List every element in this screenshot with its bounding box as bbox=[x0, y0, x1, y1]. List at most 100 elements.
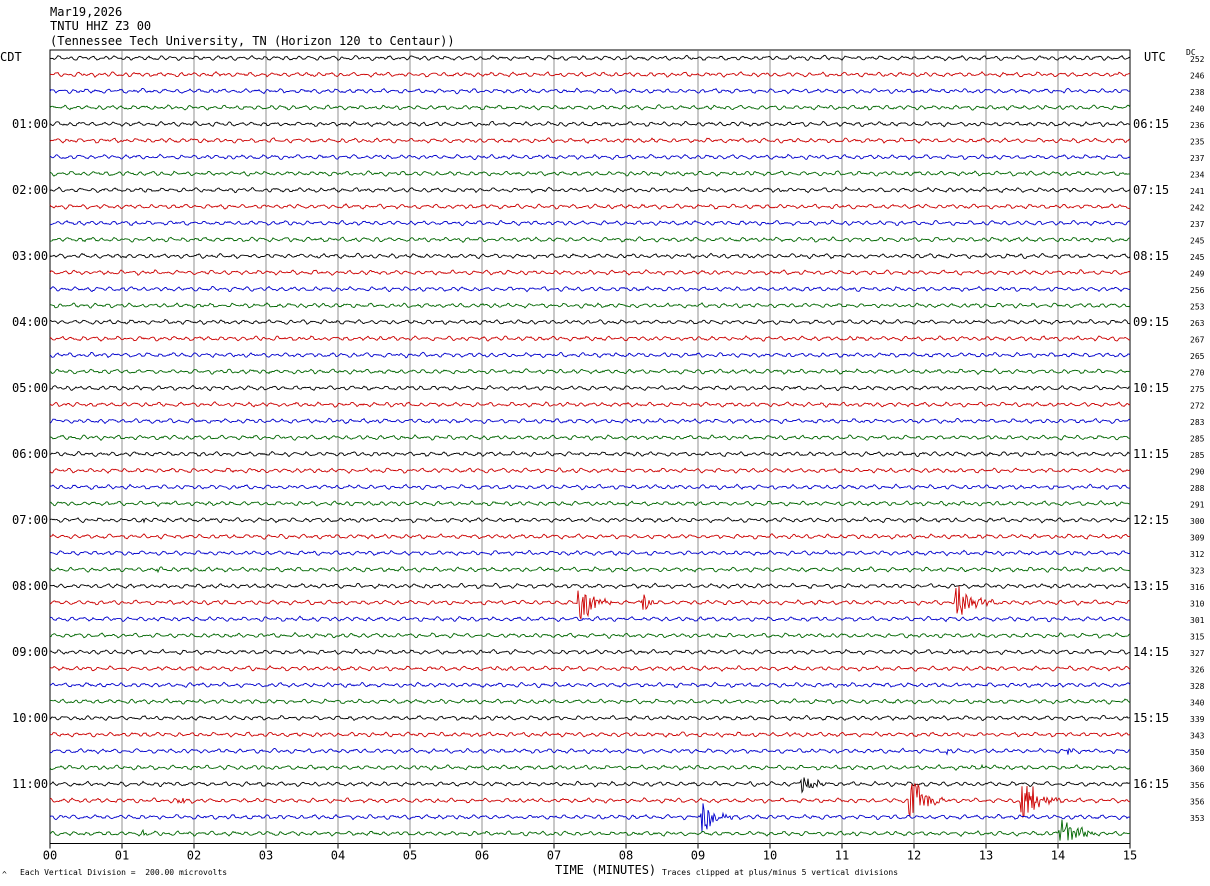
dc-offset-label: 237 bbox=[1190, 154, 1205, 163]
seismic-trace bbox=[49, 384, 1130, 392]
seismic-trace bbox=[49, 516, 1131, 524]
seismic-trace bbox=[49, 137, 1131, 144]
left-hour-label: 07:00 bbox=[12, 513, 48, 527]
seismic-trace bbox=[50, 219, 1131, 227]
right-hour-label: 15:15 bbox=[1133, 711, 1169, 725]
seismic-trace bbox=[49, 54, 1131, 62]
seismic-trace bbox=[49, 434, 1131, 441]
seismic-trace bbox=[49, 467, 1131, 474]
seismic-trace bbox=[49, 252, 1131, 260]
dc-offset-label: 343 bbox=[1190, 732, 1205, 741]
clip-note: Traces clipped at plus/minus 5 vertical … bbox=[662, 868, 899, 877]
plot-frame bbox=[49, 49, 1131, 844]
seismic-trace bbox=[49, 104, 1131, 111]
left-hour-label: 08:00 bbox=[12, 579, 48, 593]
right-hour-label: 07:15 bbox=[1133, 183, 1169, 197]
corner-mark: ^ bbox=[2, 870, 7, 879]
dc-offset-label: 237 bbox=[1190, 220, 1205, 229]
left-hour-label: 11:00 bbox=[12, 777, 48, 791]
right-hour-label: 14:15 bbox=[1133, 645, 1169, 659]
dc-offset-label: 315 bbox=[1190, 633, 1205, 642]
x-tick-label: 01 bbox=[115, 849, 129, 863]
x-tick-label: 14 bbox=[1051, 849, 1065, 863]
dc-offset-label: 326 bbox=[1190, 666, 1205, 675]
dc-offset-label: 300 bbox=[1190, 517, 1205, 526]
seismic-trace bbox=[49, 648, 1131, 656]
seismic-trace bbox=[49, 401, 1131, 408]
dc-offset-label: 252 bbox=[1190, 55, 1205, 64]
right-hour-label: 16:15 bbox=[1133, 777, 1169, 791]
seismic-trace bbox=[49, 318, 1131, 326]
seismic-trace bbox=[49, 483, 1131, 491]
dc-offset-label: 238 bbox=[1190, 88, 1205, 97]
right-hour-label: 11:15 bbox=[1133, 447, 1169, 461]
x-tick-label: 04 bbox=[331, 849, 345, 863]
dc-offset-label: 353 bbox=[1190, 814, 1205, 823]
x-axis-title: TIME (MINUTES) bbox=[555, 863, 657, 877]
right-hour-label: 09:15 bbox=[1133, 315, 1169, 329]
right-hour-label: 12:15 bbox=[1133, 513, 1169, 527]
seismic-trace bbox=[49, 665, 1131, 672]
dc-offset-label: 323 bbox=[1190, 567, 1205, 576]
seismic-trace bbox=[49, 803, 1131, 833]
left-hour-label: 02:00 bbox=[12, 183, 48, 197]
dc-offset-label: 291 bbox=[1190, 501, 1205, 510]
left-hour-label: 05:00 bbox=[12, 381, 48, 395]
left-hour-label: 01:00 bbox=[12, 117, 48, 131]
dc-offset-label: 235 bbox=[1190, 138, 1205, 147]
dc-offset-label: 236 bbox=[1190, 121, 1205, 130]
x-tick-label: 03 bbox=[259, 849, 273, 863]
header-location: (Tennessee Tech University, TN (Horizon … bbox=[50, 34, 455, 48]
seismic-trace bbox=[49, 203, 1131, 210]
dc-offset-label: 245 bbox=[1190, 253, 1205, 262]
dc-offset-label: 356 bbox=[1190, 798, 1205, 807]
seismic-trace bbox=[49, 186, 1131, 194]
x-tick-label: 02 bbox=[187, 849, 201, 863]
left-hour-label: 09:00 bbox=[12, 645, 48, 659]
seismic-trace bbox=[49, 153, 1131, 161]
x-tick-label: 08 bbox=[619, 849, 633, 863]
dc-offset-label: 263 bbox=[1190, 319, 1205, 328]
x-tick-label: 00 bbox=[43, 849, 57, 863]
seismic-trace bbox=[49, 782, 1131, 819]
dc-offset-label: 312 bbox=[1190, 550, 1205, 559]
x-tick-label: 13 bbox=[979, 849, 993, 863]
dc-offset-label: 285 bbox=[1190, 435, 1205, 444]
seismic-trace bbox=[49, 70, 1131, 78]
x-tick-label: 09 bbox=[691, 849, 705, 863]
seismic-trace bbox=[49, 747, 1131, 756]
dc-offset-label: 290 bbox=[1190, 468, 1205, 477]
dc-offset-label: 327 bbox=[1190, 649, 1205, 658]
dc-offset-label: 356 bbox=[1190, 781, 1205, 790]
dc-offset-label: 316 bbox=[1190, 583, 1205, 592]
left-timezone-label: CDT bbox=[0, 50, 22, 64]
header-date: Mar19,2026 bbox=[50, 5, 123, 19]
seismic-trace bbox=[49, 170, 1131, 177]
x-tick-label: 12 bbox=[907, 849, 921, 863]
dc-offset-label: 267 bbox=[1190, 336, 1205, 345]
dc-offset-label: 241 bbox=[1190, 187, 1205, 196]
seismic-trace bbox=[49, 566, 1131, 574]
right-hour-label: 10:15 bbox=[1133, 381, 1169, 395]
x-tick-label: 11 bbox=[835, 849, 849, 863]
dc-offset-label: 246 bbox=[1190, 72, 1205, 81]
dc-offset-label: 350 bbox=[1190, 748, 1205, 757]
seismic-trace bbox=[49, 236, 1131, 243]
dc-offset-label: 249 bbox=[1190, 270, 1205, 279]
seismic-trace bbox=[49, 533, 1131, 540]
seismic-trace bbox=[49, 681, 1131, 689]
left-hour-label: 03:00 bbox=[12, 249, 48, 263]
right-hour-label: 13:15 bbox=[1133, 579, 1169, 593]
dc-offset-label: 339 bbox=[1190, 715, 1205, 724]
right-hour-label: 06:15 bbox=[1133, 117, 1169, 131]
seismic-trace bbox=[49, 731, 1131, 738]
seismic-trace bbox=[49, 698, 1131, 705]
seismic-trace bbox=[49, 763, 1131, 771]
x-tick-label: 06 bbox=[475, 849, 489, 863]
dc-offset-label: 288 bbox=[1190, 484, 1205, 493]
seismic-trace bbox=[49, 819, 1131, 841]
header-station: TNTU HHZ Z3 00 bbox=[50, 19, 152, 33]
scale-note: Each Vertical Division = 200.00 microvol… bbox=[20, 868, 228, 877]
seismic-trace bbox=[49, 335, 1131, 342]
seismic-trace bbox=[49, 582, 1131, 590]
